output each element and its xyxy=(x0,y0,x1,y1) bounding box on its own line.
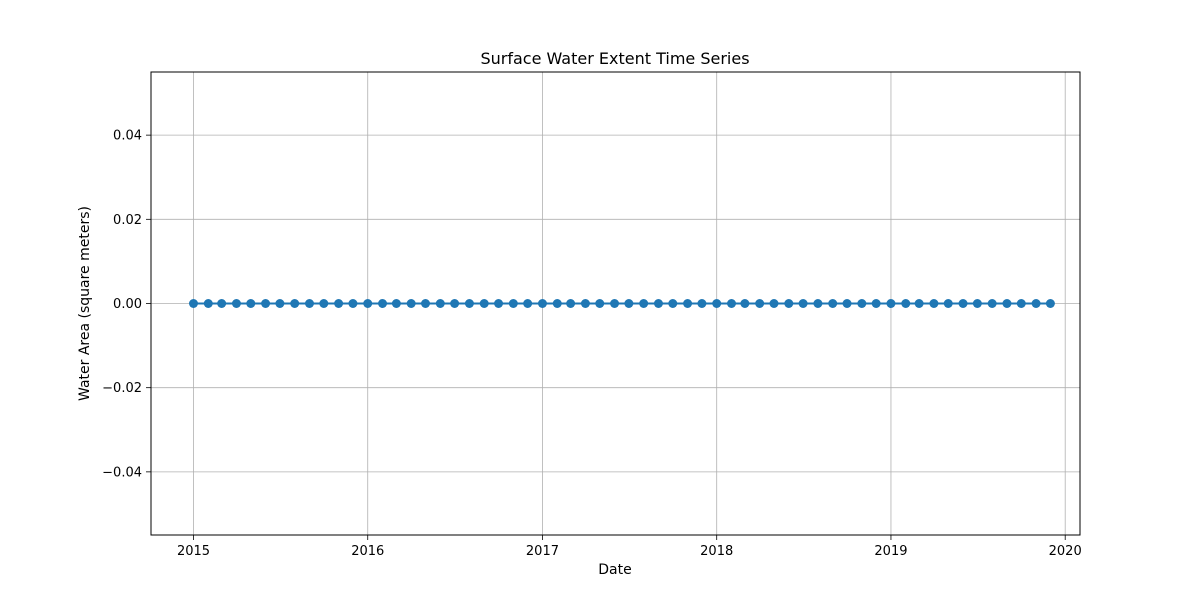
data-point xyxy=(712,299,722,308)
y-tick-label: −0.02 xyxy=(102,381,142,396)
data-point xyxy=(755,299,765,308)
data-point xyxy=(391,299,401,308)
y-axis-label: Water Area (square meters) xyxy=(77,206,93,401)
data-point xyxy=(929,299,939,308)
data-point xyxy=(290,299,300,308)
data-point xyxy=(508,299,518,308)
data-point xyxy=(552,299,562,308)
y-tick-label: 0.02 xyxy=(113,213,142,228)
data-point xyxy=(828,299,838,308)
data-point xyxy=(871,299,881,308)
data-point xyxy=(523,299,533,308)
data-point xyxy=(304,299,314,308)
data-point xyxy=(378,299,388,308)
data-point xyxy=(798,299,808,308)
data-point xyxy=(231,299,241,308)
y-tick-label: 0.00 xyxy=(113,297,142,312)
x-tick-label: 2015 xyxy=(177,544,210,559)
data-point xyxy=(653,299,663,308)
data-point xyxy=(595,299,605,308)
data-point xyxy=(450,299,460,308)
data-point xyxy=(813,299,823,308)
data-point xyxy=(610,299,620,308)
chart-title: Surface Water Extent Time Series xyxy=(480,49,749,68)
data-point xyxy=(639,299,649,308)
data-point xyxy=(1045,299,1055,308)
data-point xyxy=(537,299,547,308)
data-point xyxy=(943,299,953,308)
data-point xyxy=(901,299,911,308)
data-point xyxy=(668,299,678,308)
data-point xyxy=(319,299,329,308)
data-point xyxy=(580,299,590,308)
data-point xyxy=(784,299,794,308)
data-point xyxy=(857,299,867,308)
data-point xyxy=(494,299,504,308)
data-point xyxy=(464,299,474,308)
data-point xyxy=(203,299,213,308)
tick-layer: 2015 2016 2017 2018 2019 2020 −0.04 −0.02 0.00 0.… xyxy=(102,129,1082,559)
data-point xyxy=(1002,299,1012,308)
y-tick-label: 0.04 xyxy=(113,129,142,144)
data-point xyxy=(334,299,344,308)
data-point xyxy=(1016,299,1026,308)
data-point xyxy=(972,299,982,308)
data-point xyxy=(261,299,271,308)
data-point xyxy=(987,299,997,308)
data-point xyxy=(566,299,576,308)
data-point xyxy=(420,299,430,308)
x-axis-label: Date xyxy=(598,562,631,578)
data-point xyxy=(406,299,416,308)
y-tick-label: −0.04 xyxy=(102,465,142,480)
x-tick-label: 2017 xyxy=(526,544,559,559)
x-tick-label: 2019 xyxy=(874,544,907,559)
data-point xyxy=(1031,299,1041,308)
data-point xyxy=(435,299,445,308)
data-point xyxy=(624,299,634,308)
data-point xyxy=(958,299,968,308)
data-point xyxy=(348,299,358,308)
data-point xyxy=(842,299,852,308)
data-point xyxy=(914,299,924,308)
data-point xyxy=(886,299,896,308)
x-tick-label: 2018 xyxy=(700,544,733,559)
data-point xyxy=(246,299,256,308)
data-point xyxy=(740,299,750,308)
data-point xyxy=(479,299,489,308)
data-point xyxy=(363,299,373,308)
data-point xyxy=(188,299,198,308)
series-layer xyxy=(188,299,1055,308)
x-tick-label: 2020 xyxy=(1049,544,1082,559)
data-point xyxy=(217,299,227,308)
data-point xyxy=(727,299,737,308)
x-tick-label: 2016 xyxy=(351,544,384,559)
data-point xyxy=(275,299,285,308)
data-point xyxy=(683,299,693,308)
data-point xyxy=(697,299,707,308)
data-point xyxy=(769,299,779,308)
